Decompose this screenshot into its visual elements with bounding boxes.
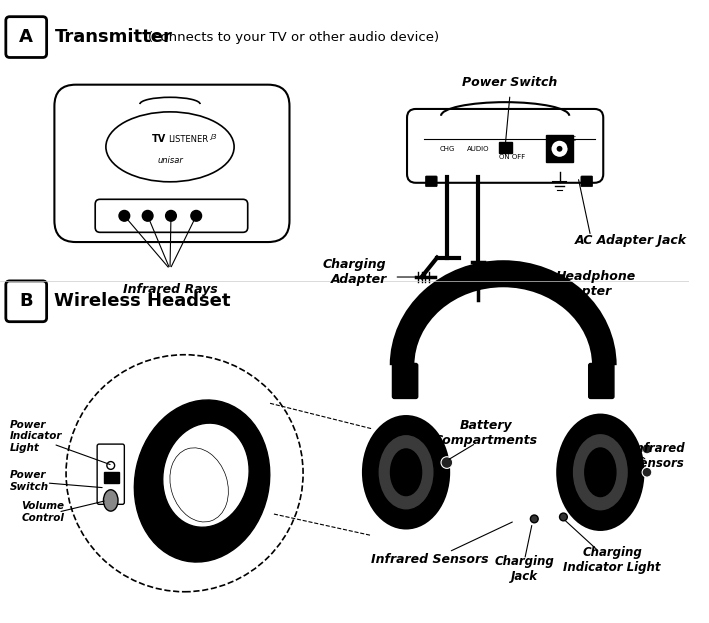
Text: Power Switch: Power Switch <box>462 76 557 89</box>
Text: Transmitter: Transmitter <box>55 28 172 46</box>
Text: Power
Indicator
Light: Power Indicator Light <box>10 420 62 453</box>
Text: Infrared Rays: Infrared Rays <box>123 283 218 296</box>
Circle shape <box>119 211 130 221</box>
Text: Volume
Control: Volume Control <box>21 502 65 523</box>
Text: J3: J3 <box>210 134 216 140</box>
Text: ON OFF: ON OFF <box>499 153 525 159</box>
Text: Infrared Sensors: Infrared Sensors <box>371 553 489 566</box>
Text: Charging
Indicator Light: Charging Indicator Light <box>563 546 661 574</box>
Circle shape <box>107 462 115 469</box>
FancyBboxPatch shape <box>97 444 124 505</box>
FancyBboxPatch shape <box>546 135 573 163</box>
Ellipse shape <box>104 490 118 511</box>
Ellipse shape <box>378 434 434 510</box>
Ellipse shape <box>391 449 422 495</box>
Text: Wireless Headset: Wireless Headset <box>55 292 231 310</box>
Ellipse shape <box>585 448 616 497</box>
FancyBboxPatch shape <box>55 85 289 242</box>
Ellipse shape <box>363 416 449 528</box>
Circle shape <box>559 513 567 521</box>
Text: TV: TV <box>152 134 166 144</box>
Circle shape <box>530 515 538 523</box>
Text: Charging
Jack: Charging Jack <box>495 556 554 583</box>
FancyBboxPatch shape <box>104 472 118 483</box>
Text: Infrared
Sensors: Infrared Sensors <box>632 442 686 470</box>
Text: DC
IN: DC IN <box>566 136 576 150</box>
Circle shape <box>642 467 652 477</box>
FancyBboxPatch shape <box>499 142 512 153</box>
Circle shape <box>166 211 177 221</box>
Ellipse shape <box>170 448 228 522</box>
Circle shape <box>642 444 652 454</box>
Text: CHG: CHG <box>439 146 454 152</box>
Text: B: B <box>19 292 33 310</box>
Text: Battery
Compartments: Battery Compartments <box>434 419 537 447</box>
FancyBboxPatch shape <box>581 176 593 187</box>
FancyBboxPatch shape <box>588 363 614 399</box>
Text: (connects to your TV or other audio device): (connects to your TV or other audio devi… <box>147 31 439 44</box>
FancyBboxPatch shape <box>393 363 418 399</box>
Text: A: A <box>19 28 33 46</box>
Text: AC Adapter Jack: AC Adapter Jack <box>575 234 687 247</box>
Circle shape <box>551 140 569 158</box>
Text: unisar: unisar <box>157 156 183 165</box>
Ellipse shape <box>163 423 249 527</box>
Text: Power
Switch: Power Switch <box>10 470 49 492</box>
Circle shape <box>557 146 562 152</box>
Text: LISTENER: LISTENER <box>168 135 208 143</box>
Circle shape <box>441 457 452 468</box>
Circle shape <box>143 211 153 221</box>
Ellipse shape <box>572 434 628 511</box>
Text: Headphone
Adapter: Headphone Adapter <box>556 270 636 298</box>
Circle shape <box>191 211 201 221</box>
Text: AUDIO: AUDIO <box>467 146 489 152</box>
Ellipse shape <box>134 400 270 562</box>
FancyBboxPatch shape <box>425 176 437 187</box>
Ellipse shape <box>557 415 643 530</box>
FancyBboxPatch shape <box>407 109 603 183</box>
Text: Charging
Adapter: Charging Adapter <box>323 258 386 286</box>
